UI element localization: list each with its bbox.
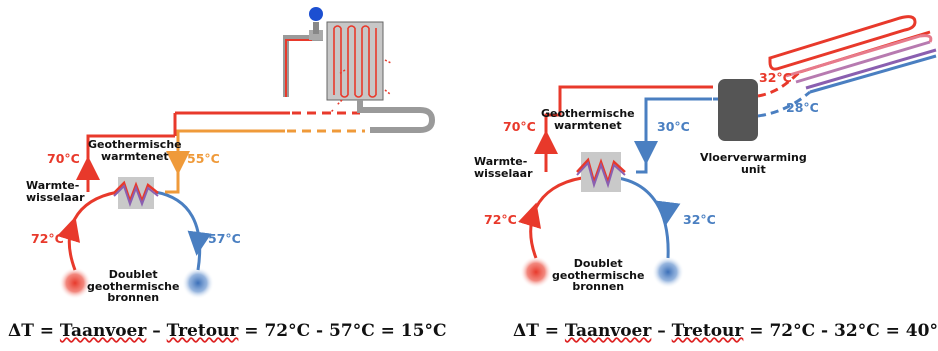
cold-well-icon-right — [652, 256, 684, 288]
left-temp-well-return: 57°C — [208, 231, 241, 246]
right-temp-well-return: 32°C — [683, 212, 716, 227]
hot-well-icon — [59, 267, 91, 299]
hot-well-icon-right — [520, 256, 552, 288]
left-formula-t2: Tretour — [166, 321, 239, 341]
left-diagram — [57, 7, 436, 299]
left-temp-supply: 70°C — [47, 151, 80, 166]
secondary-return-pipe — [165, 129, 285, 194]
right-temp-floor-out: 28°C — [786, 100, 819, 115]
hot-well-arrow — [57, 216, 81, 243]
right-formula-prefix: ΔT = — [513, 321, 565, 341]
floor-return-dashed — [757, 90, 811, 118]
cold-return-pipe — [154, 190, 202, 271]
cold-return-arrow-right — [656, 200, 681, 226]
hot-well-pipe — [67, 190, 119, 271]
cold-well-icon — [182, 267, 214, 299]
left-temp-secondary: 55°C — [187, 151, 220, 166]
exchanger-zigzag-cold — [113, 184, 159, 207]
right-label-exchanger: Warmte- wisselaar — [474, 155, 533, 180]
floor-coil-icon — [768, 15, 937, 94]
right-label-unit: Vloerverwarming unit — [700, 151, 807, 176]
left-formula-prefix: ΔT = — [8, 321, 60, 341]
cold-return-arrow — [187, 230, 212, 256]
left-formula-rest: = 72°C - 57°C = 15°C — [238, 321, 447, 341]
right-label-net: Geothermische warmtenet — [541, 107, 635, 132]
left-formula-dash: – — [146, 321, 167, 341]
left-formula-t1: Taanvoer — [59, 321, 147, 341]
right-formula-dash: – — [651, 321, 672, 341]
cold-return-pipe-right — [617, 176, 670, 259]
left-label-net: Geothermische warmtenet — [88, 138, 182, 163]
radiator-icon — [283, 7, 436, 133]
left-formula: ΔT = Taanvoer – Tretour = 72°C - 57°C = … — [8, 321, 447, 341]
exchanger-zigzag-hot — [113, 180, 159, 205]
hot-well-arrow-right — [518, 202, 542, 229]
right-temp-supply: 70°C — [503, 119, 536, 134]
right-temp-secondary: 30°C — [657, 119, 690, 134]
right-diagram — [518, 15, 937, 288]
left-label-doublet: Doublet geothermische bronnen — [87, 268, 180, 305]
exchanger-zigzag-cold-right — [576, 160, 626, 189]
heat-exchanger-icon-right — [581, 152, 621, 192]
right-formula-t1: Taanvoer — [564, 321, 652, 341]
right-label-doublet: Doublet geothermische bronnen — [552, 257, 645, 294]
left-label-exchanger: Warmte- wisselaar — [26, 179, 85, 204]
secondary-pipe-right — [636, 97, 712, 174]
right-temp-well-hot: 72°C — [484, 212, 517, 227]
left-temp-well-hot: 72°C — [31, 231, 64, 246]
right-formula: ΔT = Taanvoer – Tretour = 72°C - 32°C = … — [513, 321, 938, 341]
right-formula-rest: = 72°C - 32°C = 40°C — [743, 321, 938, 341]
right-temp-floor-in: 32°C — [759, 70, 792, 85]
floor-heating-unit-icon — [718, 79, 758, 141]
right-formula-t2: Tretour — [671, 321, 744, 341]
hot-well-pipe-right — [529, 176, 583, 259]
